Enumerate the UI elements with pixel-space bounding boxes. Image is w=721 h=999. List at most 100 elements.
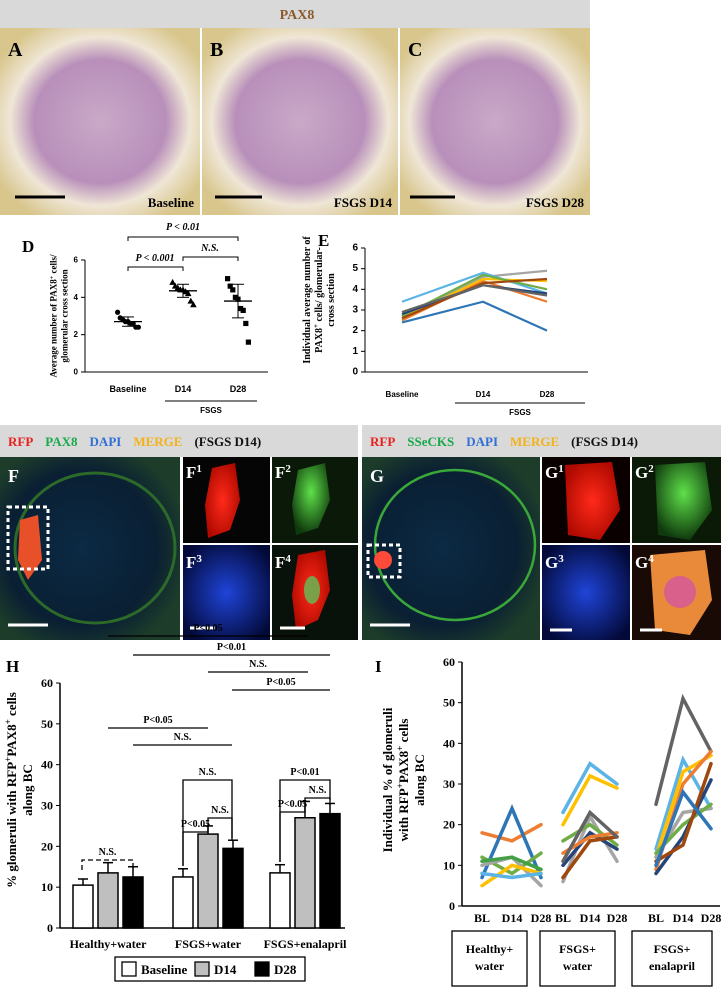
label-text: cells [4, 692, 19, 719]
significance-label: P<0.05 [193, 623, 222, 634]
panel-label: F3 [186, 553, 202, 572]
group-label: FSGS+ [559, 942, 596, 956]
channel-label: RFP [8, 434, 33, 449]
legend-label: D28 [274, 962, 297, 977]
significance-bracket [127, 236, 239, 241]
data-line [654, 761, 713, 864]
data-point [227, 283, 233, 289]
cell [205, 463, 240, 538]
data-line [561, 773, 619, 827]
channel-label: SSeCKS [407, 434, 454, 449]
panel-label: F [8, 466, 19, 486]
label-text: G [635, 553, 648, 572]
group-label: water [563, 959, 593, 973]
superscript: 3 [196, 553, 202, 565]
y-axis-label: PAX8+ cells/ glomerular- [312, 247, 325, 353]
significance-label: P<0.05 [266, 677, 295, 688]
x-tick-label: D14 [580, 911, 601, 925]
label-text: G [635, 463, 648, 482]
y-tick-label: 30 [443, 777, 455, 791]
label-text: F [275, 463, 285, 482]
data-line [561, 761, 619, 815]
superscript: 1 [196, 463, 202, 475]
panel-label: F4 [275, 553, 291, 572]
zoom-box [6, 505, 50, 571]
legend-swatch [254, 961, 270, 977]
significance-label: P<0.05 [181, 819, 210, 830]
image-g [362, 457, 540, 640]
y-tick-label: 6 [74, 256, 79, 265]
superscript: 2 [648, 463, 654, 475]
x-tick-label: D28 [701, 911, 721, 925]
group-label: Healthy+ [466, 942, 514, 956]
y-axis-label: Individual average number of [302, 236, 313, 364]
significance-label: P<0.05 [143, 715, 172, 726]
significance-label: N.S. [174, 732, 192, 743]
cell [655, 462, 712, 540]
label-text: cells/ [49, 254, 59, 276]
superscript: 4 [285, 553, 291, 565]
y-tick-label: 5 [352, 263, 358, 274]
data-point [169, 278, 176, 285]
y-tick-label: 50 [41, 717, 53, 731]
superscript: + [395, 783, 405, 788]
panel-caption: FSGS D28 [526, 195, 585, 210]
panel-caption: FSGS D14 [334, 195, 393, 210]
data-line [561, 835, 619, 880]
y-tick-label: 10 [41, 880, 53, 894]
y-tick-label: 3 [352, 305, 358, 316]
data-point [190, 301, 197, 308]
significance-label: N.S. [199, 767, 217, 778]
data-line [561, 812, 619, 884]
significance-bracket [279, 805, 306, 862]
x-tick-label: D14 [476, 390, 491, 399]
significance-label: P<0.01 [290, 767, 319, 778]
data-line [401, 271, 548, 303]
label-text: F [186, 463, 196, 482]
data-point [135, 324, 141, 330]
y-tick-label: 0 [74, 368, 79, 377]
legend-label: D14 [214, 962, 237, 977]
data-line [561, 809, 619, 864]
panel-label: F2 [275, 463, 291, 482]
data-point [187, 297, 195, 304]
label-text: PAX8 [314, 328, 325, 353]
label-text: G [545, 553, 558, 572]
label-text: with RFP [396, 788, 411, 841]
y-tick-label: 60 [41, 676, 53, 690]
y-axis-label: along BC [412, 754, 427, 806]
x-tick-label: D28 [540, 390, 555, 399]
y-tick-label: 60 [443, 655, 455, 669]
superscript: 4 [648, 553, 654, 565]
image-b [202, 28, 398, 215]
data-line [480, 822, 543, 843]
bar [72, 884, 94, 929]
panel-label: H [6, 657, 19, 676]
panel-label: F1 [186, 463, 202, 482]
significance-bracket [127, 266, 184, 271]
header-title: PAX8 [280, 8, 315, 23]
channel-label: MERGE [133, 434, 182, 449]
x-tick-label: BL [648, 911, 664, 925]
x-tick-label: D14 [502, 911, 523, 925]
superscript: + [395, 746, 405, 751]
panel-label: G1 [545, 463, 564, 482]
bar [269, 872, 291, 929]
y-tick-label: 2 [352, 325, 358, 336]
superscript: + [3, 719, 13, 724]
group-box [631, 930, 713, 987]
data-point [225, 276, 231, 282]
data-line [480, 855, 543, 872]
bar [197, 833, 219, 929]
group-label: water [475, 959, 505, 973]
group-box [451, 930, 528, 987]
y-axis-label: along BC [20, 764, 35, 816]
image-g3 [542, 545, 630, 640]
bar [319, 812, 341, 929]
bar [122, 876, 144, 929]
significance-bracket [182, 779, 233, 866]
label-text: cells/ glomerular- [314, 247, 325, 324]
data-line [401, 277, 548, 320]
y-tick-label: 50 [443, 696, 455, 710]
